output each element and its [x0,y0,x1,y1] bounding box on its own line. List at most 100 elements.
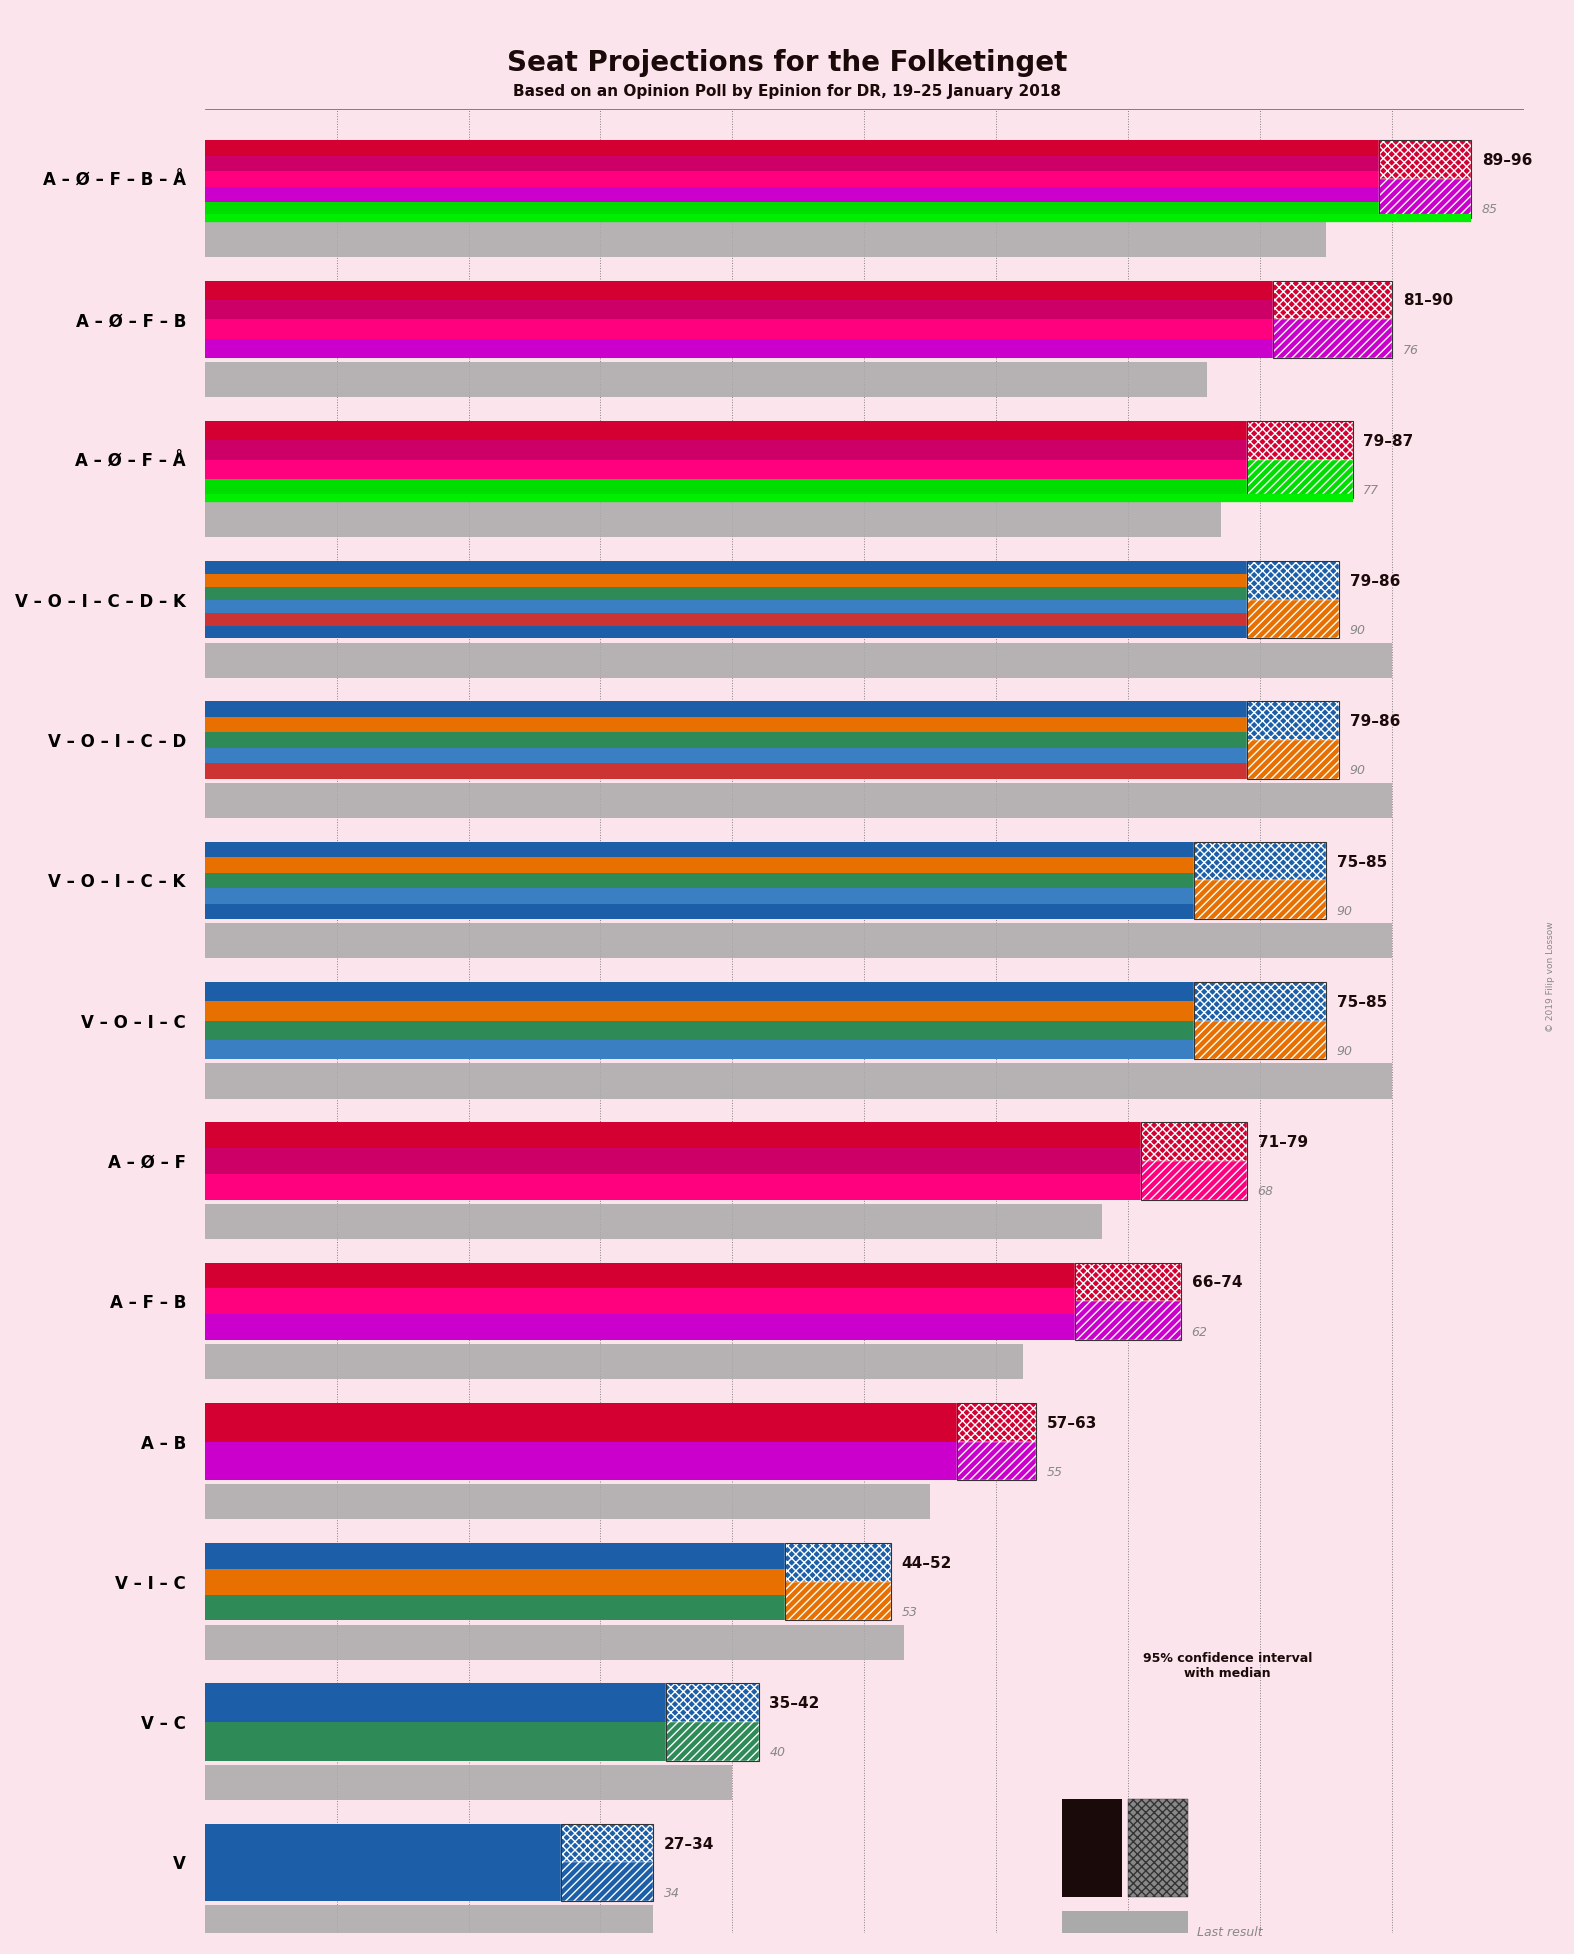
Bar [205,764,1247,778]
Text: 95% confidence interval
with median: 95% confidence interval with median [1143,1653,1313,1680]
Bar [1062,1800,1122,1897]
Bar [205,1344,1023,1380]
Bar [666,1684,759,1721]
Text: 79–86: 79–86 [1350,574,1401,588]
Bar [205,625,1247,639]
Bar [205,1823,560,1901]
Bar [205,1684,666,1721]
Bar [1247,741,1339,778]
Bar [205,156,1379,172]
Text: 27–34: 27–34 [664,1837,715,1852]
Bar [205,643,1391,678]
Bar [205,1485,930,1520]
Bar [1129,1800,1188,1897]
Bar [1247,561,1339,600]
Bar [1195,842,1327,918]
Bar [205,614,1247,625]
Bar [205,1594,785,1620]
Bar [205,1288,1075,1315]
Bar [1379,141,1472,180]
Bar [205,701,1247,717]
Bar [205,459,1247,479]
Text: © 2019 Filip von Lossow: © 2019 Filip von Lossow [1546,922,1555,1032]
Bar [1075,1262,1180,1301]
Text: 62: 62 [1192,1325,1207,1338]
Text: 85: 85 [1481,203,1498,217]
Bar [205,440,1247,459]
Bar [205,733,1247,748]
Bar [205,1063,1391,1098]
Bar [560,1823,653,1862]
Text: 76: 76 [1402,344,1418,356]
Bar [205,420,1247,440]
Text: 40: 40 [770,1747,785,1759]
Bar [560,1862,653,1901]
Bar [205,983,1195,1000]
Bar [205,479,1247,498]
Bar [1379,141,1472,217]
Bar [1075,1301,1180,1340]
Bar [1247,561,1339,639]
Bar [205,1149,1141,1174]
Bar [205,299,1273,319]
Bar [205,281,1273,299]
Bar [785,1583,891,1620]
Bar [205,842,1195,858]
Text: 79–87: 79–87 [1363,434,1413,449]
Bar [1247,459,1352,498]
Bar [205,319,1273,338]
Text: 77: 77 [1363,485,1379,496]
Bar [205,1569,785,1594]
Bar [1195,1020,1327,1059]
Text: 89–96: 89–96 [1481,152,1532,168]
Bar [205,903,1195,918]
Text: 66–74: 66–74 [1192,1276,1242,1290]
Bar [205,873,1195,887]
Bar [205,1174,1141,1200]
Text: 53: 53 [902,1606,918,1620]
Text: 35–42: 35–42 [770,1696,820,1712]
Bar [205,600,1247,614]
Text: 90: 90 [1350,764,1366,778]
Bar [205,784,1391,819]
Bar [957,1442,1036,1479]
Bar [205,188,1379,201]
Text: 90: 90 [1336,1045,1352,1057]
Bar [1247,420,1352,498]
Bar [205,221,1327,256]
Bar [205,1905,653,1940]
Bar [1195,983,1327,1059]
Bar [1379,180,1472,217]
Bar [205,1020,1195,1040]
Bar [205,1000,1195,1020]
Bar [1273,281,1391,358]
Bar [205,1764,732,1800]
Text: 75–85: 75–85 [1336,995,1387,1010]
Bar [1247,701,1339,741]
Bar [205,1403,957,1442]
Text: 71–79: 71–79 [1258,1135,1308,1151]
Bar [1141,1161,1247,1200]
Bar [205,858,1195,873]
Bar [205,922,1391,957]
Text: 90: 90 [1350,623,1366,637]
Bar [205,1624,903,1659]
Bar [1195,881,1327,918]
Bar [205,1315,1075,1340]
Bar [205,338,1273,358]
Bar [957,1403,1036,1479]
Bar [1247,701,1339,778]
Bar [1141,1122,1247,1161]
Bar [1247,600,1339,639]
Bar [205,1262,1075,1288]
Bar [205,586,1247,600]
Bar [205,717,1247,733]
Bar [1141,1122,1247,1200]
Bar [205,361,1207,397]
Text: Based on an Opinion Poll by Epinion for DR, 19–25 January 2018: Based on an Opinion Poll by Epinion for … [513,84,1061,100]
Bar [1273,319,1391,358]
Text: 79–86: 79–86 [1350,715,1401,729]
Bar [205,1721,666,1761]
Bar [785,1544,891,1620]
Text: 81–90: 81–90 [1402,293,1453,309]
